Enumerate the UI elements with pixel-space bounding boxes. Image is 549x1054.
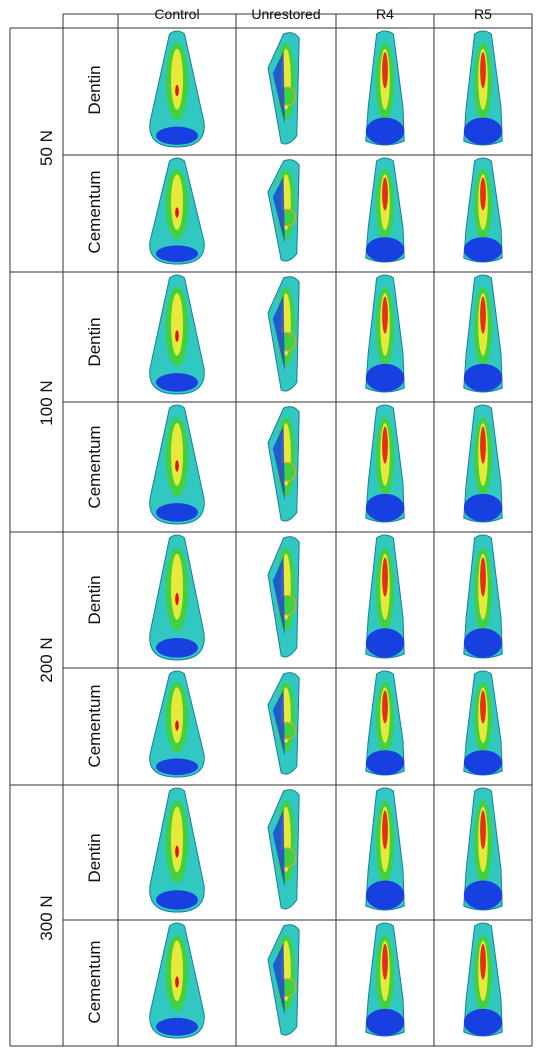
load-label-100n: 100 N — [37, 380, 56, 426]
tooth-stress-map-2 — [365, 30, 405, 146]
tooth-stress-map-27 — [463, 787, 503, 911]
tissue-label-cementum-50n: Cementum — [85, 170, 104, 254]
tooth-stress-map-12 — [149, 404, 205, 525]
tooth-stress-map-26 — [365, 787, 405, 911]
load-label-50n: 50 N — [37, 130, 56, 166]
tooth-stress-map-3 — [463, 30, 503, 146]
tooth-stress-map-24 — [149, 787, 205, 913]
tissue-label-dentin-100n: Dentin — [85, 317, 104, 367]
tooth-stress-map-14 — [365, 404, 405, 523]
tooth-stress-map-20 — [149, 670, 205, 778]
tooth-stress-map-25 — [267, 789, 300, 910]
header-control: Control — [154, 6, 200, 22]
tissue-label-dentin-300n: Dentin — [85, 833, 104, 883]
tooth-stress-map-1 — [267, 32, 300, 145]
tooth-stress-map-29 — [267, 924, 300, 1036]
tooth-stress-map-6 — [365, 157, 405, 263]
tooth-stress-map-19 — [463, 534, 503, 659]
tooth-stress-map-22 — [365, 670, 405, 776]
tooth-stress-map-21 — [267, 672, 300, 775]
tooth-stress-map-5 — [267, 159, 300, 262]
tooth-stress-map-16 — [149, 534, 205, 661]
load-label-200n: 200 N — [37, 637, 56, 683]
tissue-label-cementum-100n: Cementum — [85, 425, 104, 509]
tooth-stress-map-31 — [463, 922, 503, 1037]
tooth-stress-map-4 — [149, 157, 205, 265]
header-unrestored: Unrestored — [251, 6, 321, 22]
tooth-stress-map-30 — [365, 922, 405, 1037]
tissue-label-dentin-50n: Dentin — [85, 65, 104, 115]
tooth-stress-map-9 — [267, 276, 300, 392]
tooth-stress-map-13 — [267, 406, 300, 522]
tooth-stress-map-10 — [365, 274, 405, 393]
tooth-stress-map-23 — [463, 670, 503, 776]
tissue-label-cementum-300n: Cementum — [85, 940, 104, 1024]
tooth-stress-map-11 — [463, 274, 503, 393]
tooth-stress-map-8 — [149, 274, 205, 395]
tooth-stress-map-15 — [463, 404, 503, 523]
tissue-label-cementum-200n: Cementum — [85, 684, 104, 768]
header-r4: R4 — [376, 6, 394, 22]
load-label-300n: 300 N — [37, 895, 56, 941]
tooth-stress-map-7 — [463, 157, 503, 263]
tooth-stress-map-0 — [149, 30, 205, 148]
tooth-stress-map-28 — [149, 922, 205, 1039]
tooth-stress-map-17 — [267, 536, 300, 658]
tissue-label-dentin-200n: Dentin — [85, 575, 104, 625]
tooth-stress-map-18 — [365, 534, 405, 659]
header-r5: R5 — [474, 6, 492, 22]
